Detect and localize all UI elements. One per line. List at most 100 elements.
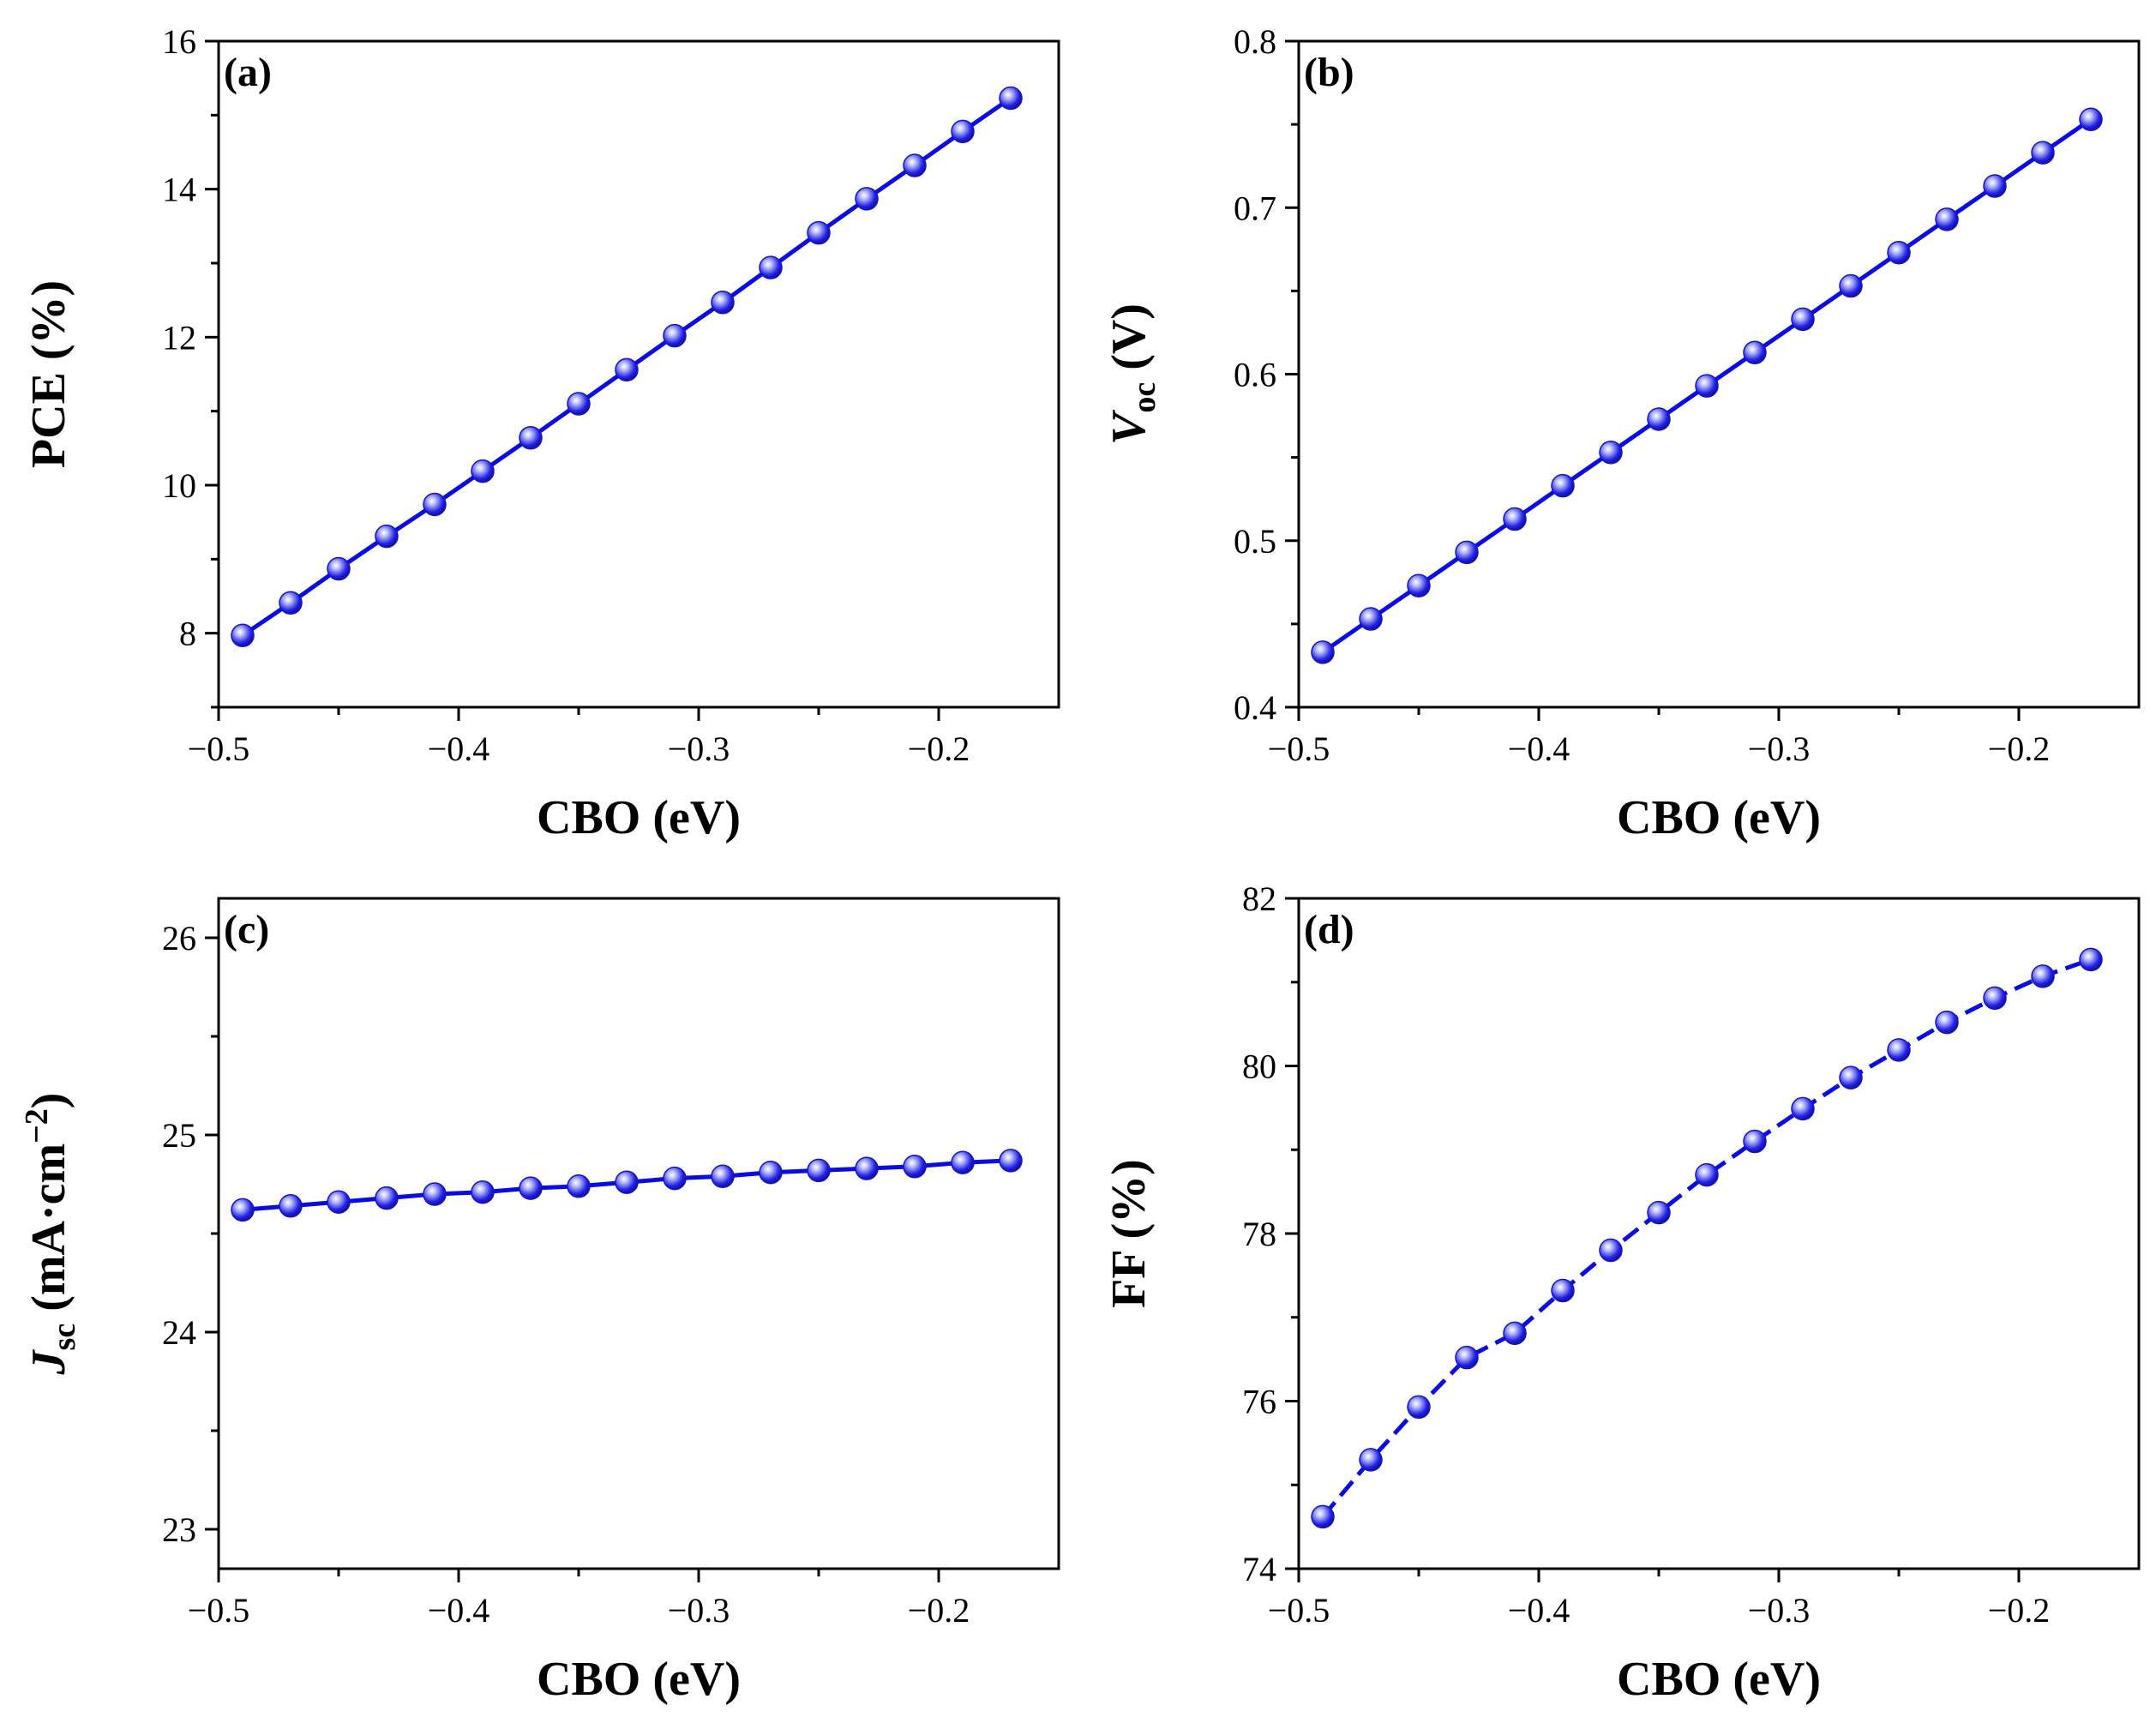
- x-axis-title: CBO (eV): [1617, 791, 1821, 844]
- plot-frame: [217, 897, 1060, 1570]
- y-tick-label: 0.8: [1234, 22, 1276, 61]
- data-point: [1359, 1448, 1383, 1472]
- y-tick-label: 76: [1242, 1383, 1276, 1421]
- plot-frame: [1297, 39, 2141, 709]
- x-tick-label: −0.4: [1508, 1591, 1570, 1630]
- y-tick-label: 0.4: [1234, 688, 1276, 727]
- data-point: [999, 1149, 1023, 1173]
- data-point: [1695, 374, 1719, 398]
- data-point: [327, 1190, 351, 1214]
- data-point: [1599, 1238, 1623, 1263]
- panel-d: −0.5 −0.4 −0.3 −0.2 74 76 78 80 82 (d) CBO (eV) FF …: [1102, 880, 2141, 1706]
- data-point: [1791, 307, 1815, 332]
- data-point: [1407, 573, 1431, 597]
- y-axis-title: Voc (V): [1102, 303, 1162, 445]
- y-title-unit: (mA·cm: [22, 1144, 75, 1324]
- y-title-subscript: oc: [1126, 382, 1162, 413]
- y-tick-label: 26: [162, 919, 196, 958]
- panel-label: (c): [224, 907, 269, 952]
- y-tick-label: 24: [162, 1313, 196, 1352]
- data-point: [1983, 174, 2007, 198]
- panel-label: (d): [1304, 907, 1354, 952]
- data-point: [663, 323, 687, 348]
- y-tick-label: 0.5: [1234, 522, 1276, 561]
- y-title-symbol: J: [22, 1348, 75, 1375]
- data-point: [1503, 1321, 1527, 1346]
- panel-a: −0.5 −0.4 −0.3 −0.2 8 10 12 14 16 (a) CBO (eV) PCE …: [22, 22, 1060, 844]
- y-title-symbol: V: [1102, 409, 1156, 445]
- data-point: [231, 1198, 255, 1222]
- data-point: [519, 1176, 543, 1200]
- data-point: [519, 425, 543, 450]
- data-point: [1455, 540, 1479, 565]
- x-axis-title: CBO (eV): [537, 1653, 741, 1706]
- data-point: [1599, 441, 1623, 465]
- y-tick-label: 12: [162, 318, 196, 357]
- x-tick-label: −0.3: [668, 1591, 730, 1630]
- data-point: [1983, 986, 2007, 1011]
- data-point: [375, 1186, 399, 1210]
- x-tick-label: −0.2: [908, 1591, 970, 1630]
- x-tick-label: −0.3: [668, 729, 730, 768]
- data-point: [807, 1158, 831, 1183]
- y-title-unit: (V): [1102, 303, 1156, 382]
- data-point: [423, 492, 447, 517]
- data-point: [423, 1182, 447, 1206]
- x-tick-label: −0.4: [1508, 729, 1570, 768]
- data-point: [1839, 273, 1863, 298]
- y-tick-label: 0.7: [1234, 189, 1276, 227]
- data-point: [471, 459, 495, 483]
- data-point: [231, 623, 255, 648]
- y-tick-label: 16: [162, 22, 196, 61]
- panel-label: (a): [224, 50, 272, 95]
- x-tick-label: −0.4: [428, 1591, 490, 1630]
- data-point: [1743, 340, 1767, 364]
- data-point: [711, 291, 735, 315]
- y-tick-label: 78: [1242, 1215, 1276, 1253]
- x-tick-label: −0.5: [1268, 729, 1330, 768]
- data-point: [2031, 964, 2055, 988]
- data-point: [1887, 1038, 1911, 1062]
- data-point: [1839, 1066, 1863, 1090]
- data-point: [1407, 1395, 1431, 1420]
- data-point: [471, 1180, 495, 1204]
- data-point: [1503, 507, 1527, 531]
- data-point: [1935, 207, 1959, 231]
- panel-label: (b): [1304, 50, 1354, 95]
- data-point: [1551, 1278, 1575, 1303]
- data-point: [2031, 141, 2055, 165]
- data-point: [375, 524, 399, 549]
- y-axis-title: FF (%): [1102, 1159, 1156, 1308]
- data-point: [1647, 1200, 1671, 1225]
- x-tick-label: −0.2: [908, 729, 970, 768]
- data-point: [615, 357, 639, 382]
- x-tick-label: −0.5: [188, 1591, 250, 1630]
- data-point: [1791, 1096, 1815, 1121]
- y-title-superscript: −2: [19, 1108, 55, 1144]
- y-title-subscript: sc: [46, 1324, 82, 1351]
- data-point: [567, 1174, 591, 1198]
- y-tick-label: 74: [1242, 1550, 1276, 1588]
- x-tick-label: −0.2: [1988, 729, 2051, 768]
- x-axis-title: CBO (eV): [537, 791, 741, 844]
- data-point: [855, 1156, 879, 1180]
- x-tick-label: −0.3: [1748, 729, 1811, 768]
- x-axis-title: CBO (eV): [1617, 1653, 1821, 1706]
- data-point: [327, 556, 351, 581]
- y-tick-label: 0.6: [1234, 356, 1276, 394]
- data-point: [711, 1164, 735, 1189]
- data-point: [615, 1170, 639, 1194]
- data-point: [1455, 1345, 1479, 1370]
- y-tick-label: 14: [162, 171, 196, 209]
- data-point: [1887, 240, 1911, 265]
- data-point: [1647, 407, 1671, 431]
- data-point: [663, 1166, 687, 1191]
- data-point: [1359, 607, 1383, 631]
- data-point: [1311, 640, 1335, 664]
- data-point: [951, 119, 975, 144]
- data-point: [1743, 1129, 1767, 1154]
- y-tick-label: 23: [162, 1510, 196, 1549]
- data-point: [567, 392, 591, 416]
- data-point: [759, 255, 783, 279]
